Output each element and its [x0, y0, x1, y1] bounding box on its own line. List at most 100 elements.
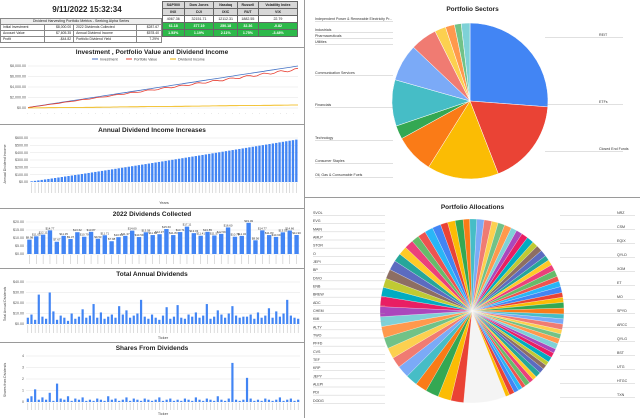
- bar: [34, 236, 39, 254]
- slice-label: TXN: [617, 393, 625, 397]
- data-label: $17.11: [183, 223, 192, 227]
- bar: [96, 398, 99, 402]
- bar: [202, 400, 205, 402]
- bar: [246, 222, 251, 254]
- shares-from-dividends-bar-chart: 4 3 2 1 0 Ticker Shares from Dividends: [3, 354, 300, 416]
- series-line: [27, 67, 299, 108]
- bar: [253, 240, 258, 254]
- bar: [234, 315, 238, 324]
- x-tick-label: -: [101, 113, 104, 114]
- bar: [212, 235, 217, 254]
- x-tick-label: -: [115, 113, 118, 114]
- bar: [264, 398, 267, 402]
- data-label: $11.84: [148, 231, 157, 235]
- bar: [275, 142, 278, 182]
- summary-row: Profit -$44.82 Portfolio Dividend Yield …: [0, 36, 162, 43]
- bar: [221, 151, 224, 182]
- x-tick-label: -: [286, 113, 289, 114]
- x-tick-label: -: [74, 113, 77, 114]
- data-label: $7.67: [53, 238, 61, 242]
- bar: [55, 319, 59, 324]
- data-label: $11.05: [32, 232, 41, 236]
- index-symbol: DJI: [183, 8, 215, 16]
- bar: [129, 317, 132, 324]
- bar: [194, 156, 197, 182]
- x-tick-label: -: [53, 113, 56, 114]
- slice-label: EVG: [313, 219, 321, 223]
- y-tick-label: $0.00: [15, 252, 24, 256]
- index-change: 250.18: [213, 22, 238, 30]
- bar: [81, 397, 84, 402]
- bar: [265, 144, 268, 182]
- data-label: $14.66: [285, 227, 294, 231]
- bar: [191, 156, 194, 182]
- x-tick-label: -: [67, 113, 70, 114]
- bar: [253, 400, 256, 402]
- bar: [55, 383, 59, 402]
- slice-label: BST: [617, 351, 625, 355]
- bar: [161, 400, 165, 402]
- bar: [293, 317, 296, 324]
- summary-value: -$44.82: [44, 36, 75, 43]
- bar: [285, 141, 288, 182]
- bar: [34, 319, 37, 324]
- bar: [116, 237, 121, 254]
- index-pct: 1.75%: [236, 29, 259, 37]
- bar: [125, 397, 128, 402]
- x-tick-label: -: [211, 113, 214, 114]
- data-label: $13.62: [73, 228, 82, 232]
- y-tick-label: $15.00: [13, 228, 24, 232]
- bar: [131, 166, 134, 182]
- bar: [60, 177, 63, 182]
- x-axis-label: Ticker: [158, 336, 169, 340]
- index-name: Nasdaq: [213, 1, 238, 9]
- bar: [107, 396, 110, 402]
- bar: [198, 317, 201, 324]
- bar: [41, 397, 44, 402]
- legend-label: Investment: [100, 57, 118, 61]
- bar: [124, 167, 127, 182]
- data-label: $10.59: [135, 233, 144, 237]
- bar: [150, 235, 155, 254]
- bar: [158, 319, 161, 324]
- bar: [141, 164, 144, 182]
- bar: [132, 315, 135, 324]
- data-label: $10.53: [114, 233, 123, 237]
- data-label: $13.85: [203, 228, 212, 232]
- divider: [0, 124, 304, 125]
- slice-label: JEPY: [313, 374, 323, 378]
- bar: [202, 315, 205, 324]
- bar: [220, 314, 223, 324]
- bar: [154, 399, 157, 402]
- bar: [225, 227, 231, 254]
- bar: [64, 176, 67, 182]
- bar: [85, 400, 88, 402]
- bar: [26, 317, 29, 324]
- bar: [161, 161, 164, 182]
- slice-label: MAIN: [313, 227, 322, 231]
- portfolio-allocations-pie: SVOL EVG MAIN AMLP STOR O JEPI BP DIVO ENB BREW ADC…: [313, 211, 635, 404]
- bar: [110, 169, 114, 182]
- bar: [92, 400, 95, 402]
- slice-label: ALEPI: [313, 383, 323, 387]
- bar: [30, 396, 33, 402]
- x-tick-label: -: [238, 113, 241, 114]
- data-label: $13.58: [141, 228, 150, 232]
- slice-label: SVOL: [313, 211, 323, 215]
- bar: [143, 398, 146, 402]
- bar: [82, 236, 87, 254]
- y-axis-label: Shares from Dividends: [3, 363, 7, 398]
- index-symbol: RUT: [236, 8, 259, 16]
- data-label: $10.79: [231, 233, 240, 237]
- x-tick-label: -: [156, 113, 159, 114]
- slice-label: DIVO: [313, 276, 322, 280]
- bar: [220, 399, 223, 402]
- divider: [0, 47, 304, 48]
- bar: [224, 151, 228, 182]
- bar: [30, 314, 33, 324]
- x-axis-label: Years: [159, 201, 169, 205]
- chart-title: Portfolio Allocations: [440, 204, 505, 211]
- bar: [181, 158, 184, 182]
- bar: [271, 317, 274, 324]
- bar: [48, 292, 51, 324]
